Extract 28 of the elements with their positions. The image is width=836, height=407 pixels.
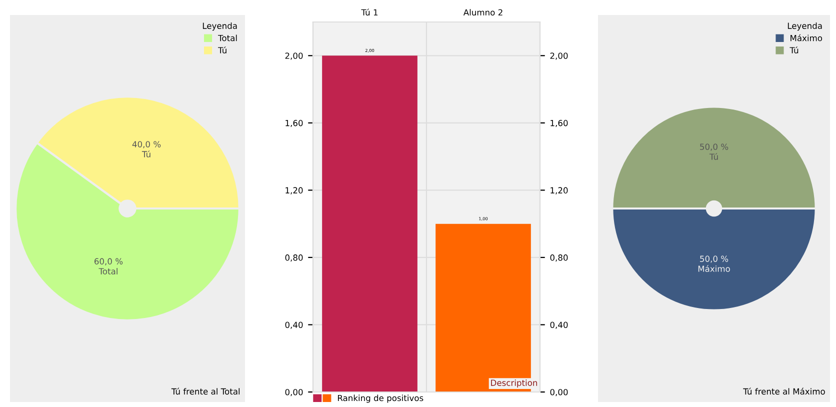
data-label: 60,0 % Total xyxy=(94,258,123,274)
y2-tick-label: 1,60 xyxy=(550,120,568,128)
y-tick-label: 0,40 xyxy=(285,322,303,329)
legend-label: Tú xyxy=(218,46,226,54)
y-tick-label: 1,20 xyxy=(286,187,303,194)
y-tick-label: 2,00 xyxy=(285,52,303,60)
y-tick-label: 0,00 xyxy=(285,388,303,396)
y2-tick-label: 0,00 xyxy=(550,388,568,396)
annotation: Description xyxy=(491,379,538,388)
legend-label: Tú xyxy=(790,46,798,54)
data-label: 50,0 % Máximo xyxy=(698,256,730,272)
y2-tick-label: 0,80 xyxy=(550,254,568,262)
legend-label: Total xyxy=(218,34,237,42)
legend-label: Máximo xyxy=(790,34,822,42)
y2-tick-label: 0,40 xyxy=(550,322,568,329)
y-tick-label: 0,80 xyxy=(285,254,303,262)
text: Tú frente al Total xyxy=(171,388,240,395)
x-tick-label: Tú 1 xyxy=(361,8,378,16)
data-label: 40,0 % Tú xyxy=(132,141,161,158)
x-tick-label: Alumno 2 xyxy=(463,9,502,16)
y2-tick-label: 2,00 xyxy=(550,52,568,60)
y-tick-label: 1,60 xyxy=(286,120,303,128)
legend-title: Leyenda xyxy=(788,22,822,31)
data-label: 50,0 % Tú xyxy=(700,144,728,160)
text: Tú frente al Máximo xyxy=(743,388,825,395)
y2-tick-label: 1,20 xyxy=(550,187,568,194)
legend-title: Leyenda xyxy=(202,22,237,31)
legend-label: Ranking de positivos xyxy=(338,394,424,403)
